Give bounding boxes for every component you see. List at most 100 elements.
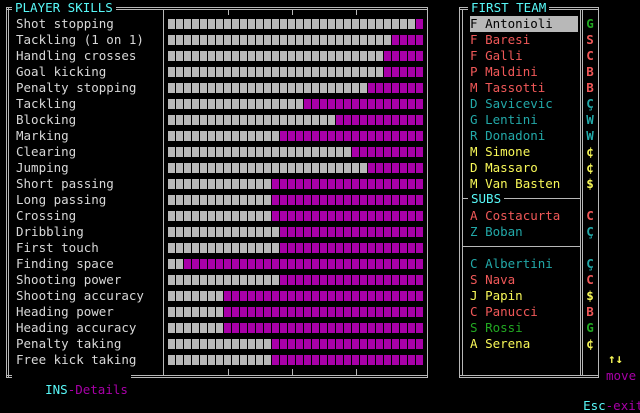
player-position: C xyxy=(470,256,478,271)
player-row[interactable]: S Rossi xyxy=(470,320,578,336)
scale-tick xyxy=(228,9,229,15)
scale-tick xyxy=(228,369,229,375)
skill-label: Penalty stopping xyxy=(16,80,137,95)
skill-bar-empty xyxy=(184,259,424,269)
player-position: F xyxy=(470,48,478,63)
exit-hint[interactable]: Esc-exit xyxy=(568,385,640,413)
skills-frame-divider xyxy=(163,9,164,375)
player-position: M xyxy=(470,144,478,159)
skill-bar-empty xyxy=(280,275,424,285)
player-row[interactable]: R Donadoni xyxy=(470,128,578,144)
skill-label: First touch xyxy=(16,240,99,255)
skill-label: Shooting accuracy xyxy=(16,288,144,303)
skills-panel-title: PLAYER SKILLS xyxy=(12,1,116,15)
skill-bar-empty xyxy=(384,51,424,61)
skill-bar-empty xyxy=(368,83,424,93)
player-rating-icon: C xyxy=(586,48,594,63)
player-rating-icon: W xyxy=(586,128,594,143)
skill-bar-empty xyxy=(224,307,424,317)
skill-bar-filled xyxy=(168,323,224,333)
reserves-separator xyxy=(462,246,580,247)
skill-bar xyxy=(168,163,424,173)
skill-bar xyxy=(168,195,424,205)
player-row[interactable]: A Serena xyxy=(470,336,578,352)
team-frame-rating-divider-2 xyxy=(582,9,583,375)
player-position: S xyxy=(470,320,478,335)
skill-bar-empty xyxy=(272,211,424,221)
player-row[interactable]: D Massaro xyxy=(470,160,578,176)
player-name: Rossi xyxy=(485,320,523,335)
skill-bar xyxy=(168,83,424,93)
player-position: M xyxy=(470,80,478,95)
skill-bar xyxy=(168,323,424,333)
skill-bar xyxy=(168,67,424,77)
player-position: D xyxy=(470,160,478,175)
player-rating-icon: G xyxy=(586,320,594,335)
team-frame-rating-divider xyxy=(580,9,581,375)
player-rating-icon: G xyxy=(586,16,594,31)
player-position: A xyxy=(470,208,478,223)
player-row[interactable]: M Van Basten xyxy=(470,176,578,192)
player-row[interactable]: D Savicevic xyxy=(470,96,578,112)
player-row[interactable]: F Galli xyxy=(470,48,578,64)
player-rating-icon: Ç xyxy=(586,256,594,271)
player-row[interactable]: C Panucci xyxy=(470,304,578,320)
player-row[interactable]: M Tassotti xyxy=(470,80,578,96)
skill-bar-filled xyxy=(168,131,280,141)
skill-bar xyxy=(168,227,424,237)
player-position: S xyxy=(470,272,478,287)
player-name: Baresi xyxy=(485,32,531,47)
player-rating-icon: $ xyxy=(586,288,594,303)
first-team-title: FIRST TEAM xyxy=(468,1,550,15)
move-arrows-icon: ↑↓ xyxy=(608,351,624,366)
scale-tick xyxy=(356,369,357,375)
player-name: Galli xyxy=(485,48,523,63)
skill-bar xyxy=(168,35,424,45)
player-row[interactable]: S Nava xyxy=(470,272,578,288)
player-row[interactable]: Z Boban xyxy=(470,224,578,240)
skills-frame-right xyxy=(427,7,428,378)
player-name: Costacurta xyxy=(485,208,561,223)
skill-bar-filled xyxy=(168,19,416,29)
player-position: M xyxy=(470,176,478,191)
team-frame-right xyxy=(598,7,599,377)
player-row[interactable]: J Papin xyxy=(470,288,578,304)
player-row[interactable]: F Baresi xyxy=(470,32,578,48)
skill-label: Clearing xyxy=(16,144,77,159)
skill-bar xyxy=(168,115,424,125)
player-name: Panucci xyxy=(485,304,538,319)
skill-bar-empty xyxy=(416,19,424,29)
player-rating-icon: Ç xyxy=(586,96,594,111)
skills-frame-left xyxy=(6,7,7,378)
skill-bar-empty xyxy=(272,339,424,349)
team-frame-bottom xyxy=(459,375,599,376)
skill-bar xyxy=(168,51,424,61)
player-rating-icon: ¢ xyxy=(586,336,594,351)
player-position: Z xyxy=(470,224,478,239)
player-row[interactable]: G Lentini xyxy=(470,112,578,128)
skill-bar-empty xyxy=(368,163,424,173)
player-row[interactable]: C Albertini xyxy=(470,256,578,272)
player-row[interactable]: A Costacurta xyxy=(470,208,578,224)
player-row[interactable]: F Antonioli xyxy=(470,16,578,32)
scale-tick xyxy=(356,9,357,15)
skills-frame-bottom-inner xyxy=(6,377,428,378)
skill-bar xyxy=(168,147,424,157)
player-rating-icon: B xyxy=(586,80,594,95)
skill-bar xyxy=(168,259,424,269)
skill-bar xyxy=(168,99,424,109)
skill-label: Goal kicking xyxy=(16,64,107,79)
skill-label: Crossing xyxy=(16,208,77,223)
subs-separator xyxy=(462,198,580,199)
skill-bar-filled xyxy=(168,67,384,77)
skill-bar-empty xyxy=(280,131,424,141)
details-hint[interactable]: INS-Details xyxy=(12,369,131,411)
player-row[interactable]: P Maldini xyxy=(470,64,578,80)
exit-label: -exit xyxy=(605,398,640,413)
player-rating-icon: W xyxy=(586,112,594,127)
player-name: Papin xyxy=(485,288,523,303)
skill-label: Short passing xyxy=(16,176,114,191)
player-row[interactable]: M Simone xyxy=(470,144,578,160)
skill-bar-empty xyxy=(384,67,424,77)
skill-bar-filled xyxy=(168,211,272,221)
